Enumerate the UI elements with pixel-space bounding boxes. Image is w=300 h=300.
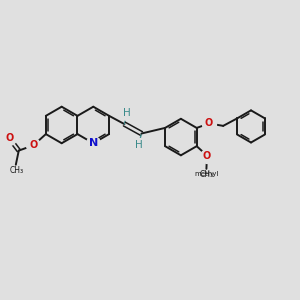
Text: H: H: [123, 108, 130, 118]
Text: N: N: [89, 138, 98, 148]
Text: methyl: methyl: [194, 171, 219, 177]
Text: CH₃: CH₃: [200, 170, 214, 179]
Text: O: O: [29, 140, 38, 150]
Text: O: O: [5, 133, 14, 143]
Text: H: H: [135, 140, 143, 150]
Text: CH₃: CH₃: [9, 166, 23, 175]
Text: O: O: [205, 118, 213, 128]
Text: O: O: [203, 151, 211, 160]
